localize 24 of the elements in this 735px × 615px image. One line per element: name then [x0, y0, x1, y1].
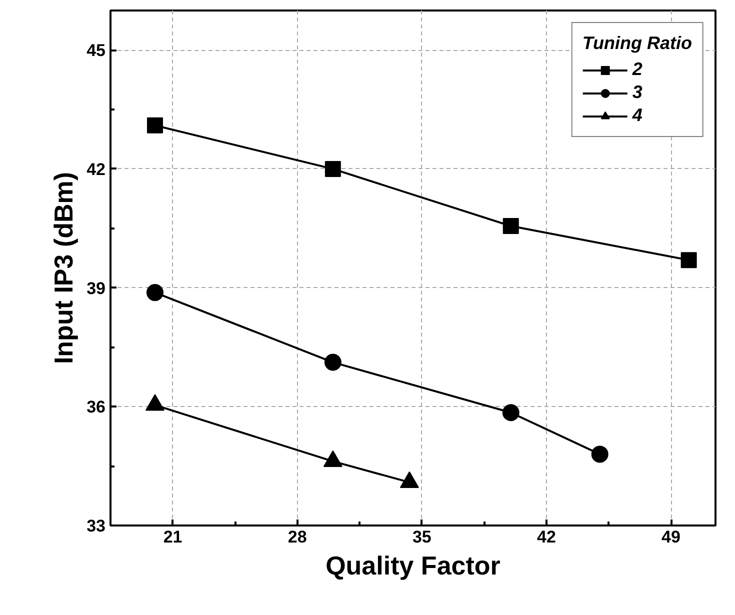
y-tick-label: 45: [86, 41, 106, 60]
y-tick-label: 36: [86, 398, 106, 417]
x-tick-label: 21: [163, 528, 182, 546]
point: [324, 354, 342, 371]
y-axis-title: Input IP3 (dBm): [48, 172, 79, 364]
x-tick-label: 35: [412, 528, 432, 546]
point: [591, 446, 608, 463]
point: [324, 160, 341, 177]
y-tick-label: 33: [86, 516, 106, 536]
point: [502, 404, 520, 422]
x-tick-label: 28: [288, 528, 307, 546]
y-tick-label: 39: [86, 278, 106, 298]
x-tick-label: 42: [537, 528, 556, 546]
x-axis-title: Quality Factor: [326, 550, 500, 580]
y-tick-label: 42: [86, 160, 106, 179]
x-tick-label: 49: [662, 528, 680, 546]
point: [146, 117, 163, 134]
point: [146, 284, 164, 302]
legend-label: 2: [632, 59, 644, 80]
legend-label: 3: [632, 82, 644, 103]
point: [680, 252, 697, 268]
point: [502, 218, 519, 234]
legend-label: 4: [632, 105, 644, 126]
legend-title: Tuning Ratio: [582, 33, 692, 54]
